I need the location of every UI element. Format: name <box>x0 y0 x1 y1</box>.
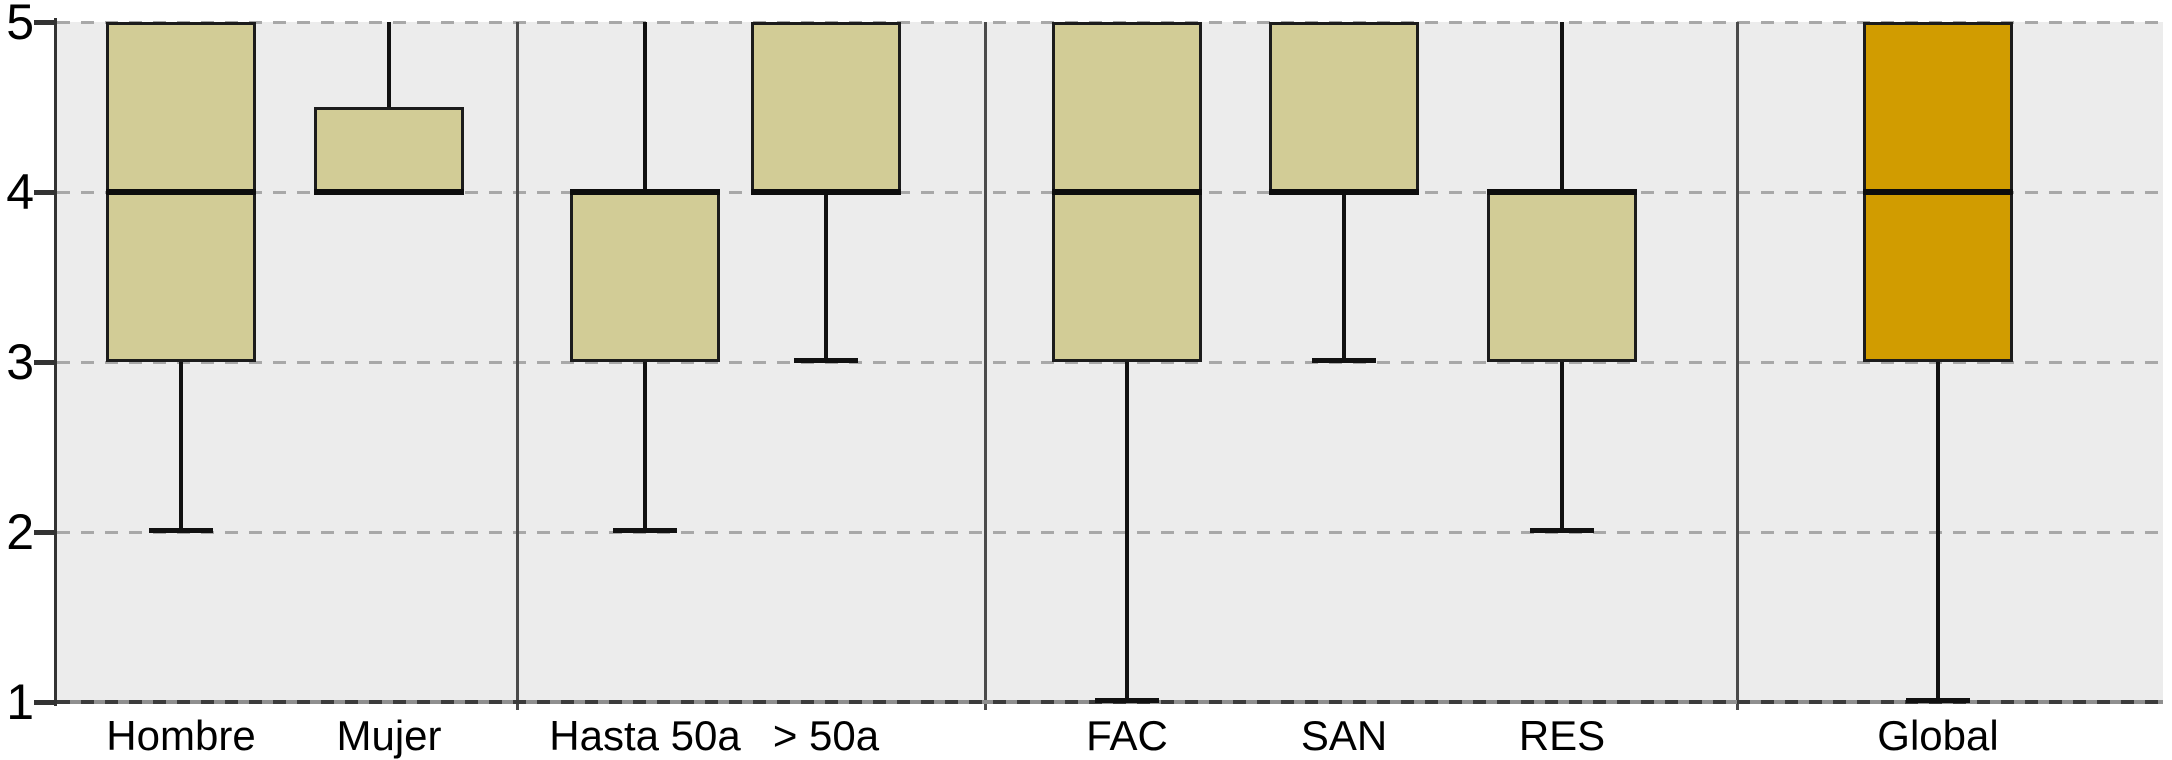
y-tick-label: 3 <box>6 334 34 390</box>
whisker-cap-low <box>1530 528 1594 533</box>
whisker-high <box>643 22 647 192</box>
y-axis-tick <box>34 530 57 535</box>
whisker-low <box>179 362 183 532</box>
median-line <box>106 189 256 195</box>
whisker-low <box>824 192 828 362</box>
y-tick-label: 5 <box>6 0 34 50</box>
whisker-cap-low <box>613 528 677 533</box>
median-line <box>1487 189 1637 195</box>
category-label: Global <box>1877 712 1999 759</box>
y-tick-label: 2 <box>6 504 34 560</box>
panel-separator <box>984 22 987 710</box>
whisker-low <box>1936 362 1940 702</box>
y-tick-label: 4 <box>6 164 34 220</box>
whisker-cap-low <box>1095 698 1159 703</box>
box-mujer <box>314 107 464 192</box>
median-line <box>751 189 901 195</box>
category-label: Hasta 50a <box>549 712 741 759</box>
category-label: Hombre <box>106 712 256 759</box>
gridline <box>57 361 2163 364</box>
y-axis-tick <box>34 190 57 195</box>
panel-separator <box>516 22 519 710</box>
box-hasta-50a <box>570 192 720 362</box>
median-line <box>1269 189 1419 195</box>
whisker-low <box>1560 362 1564 532</box>
category-label: SAN <box>1300 712 1388 759</box>
y-axis-tick <box>34 360 57 365</box>
whisker-cap-low <box>1312 358 1376 363</box>
median-line <box>1052 189 1202 195</box>
gridline <box>57 531 2163 534</box>
y-tick-label: 1 <box>6 674 34 730</box>
whisker-high <box>1560 22 1564 192</box>
box-san <box>1269 22 1419 192</box>
whisker-low <box>1342 192 1346 362</box>
panel-separator <box>1736 22 1739 710</box>
y-axis-tick <box>34 20 57 25</box>
category-label: RES <box>1518 712 1606 759</box>
median-line <box>1863 189 2013 195</box>
box-res <box>1487 192 1637 362</box>
category-label: > 50a <box>772 712 880 759</box>
y-axis-tick <box>34 700 57 705</box>
whisker-cap-low <box>1906 698 1970 703</box>
median-line <box>570 189 720 195</box>
whisker-low <box>643 362 647 532</box>
category-label: FAC <box>1086 712 1168 759</box>
box--50a <box>751 22 901 192</box>
whisker-high <box>387 22 391 107</box>
whisker-cap-low <box>794 358 858 363</box>
category-label: Mujer <box>336 712 442 759</box>
median-line <box>314 189 464 195</box>
whisker-cap-low <box>149 528 213 533</box>
whisker-low <box>1125 362 1129 702</box>
